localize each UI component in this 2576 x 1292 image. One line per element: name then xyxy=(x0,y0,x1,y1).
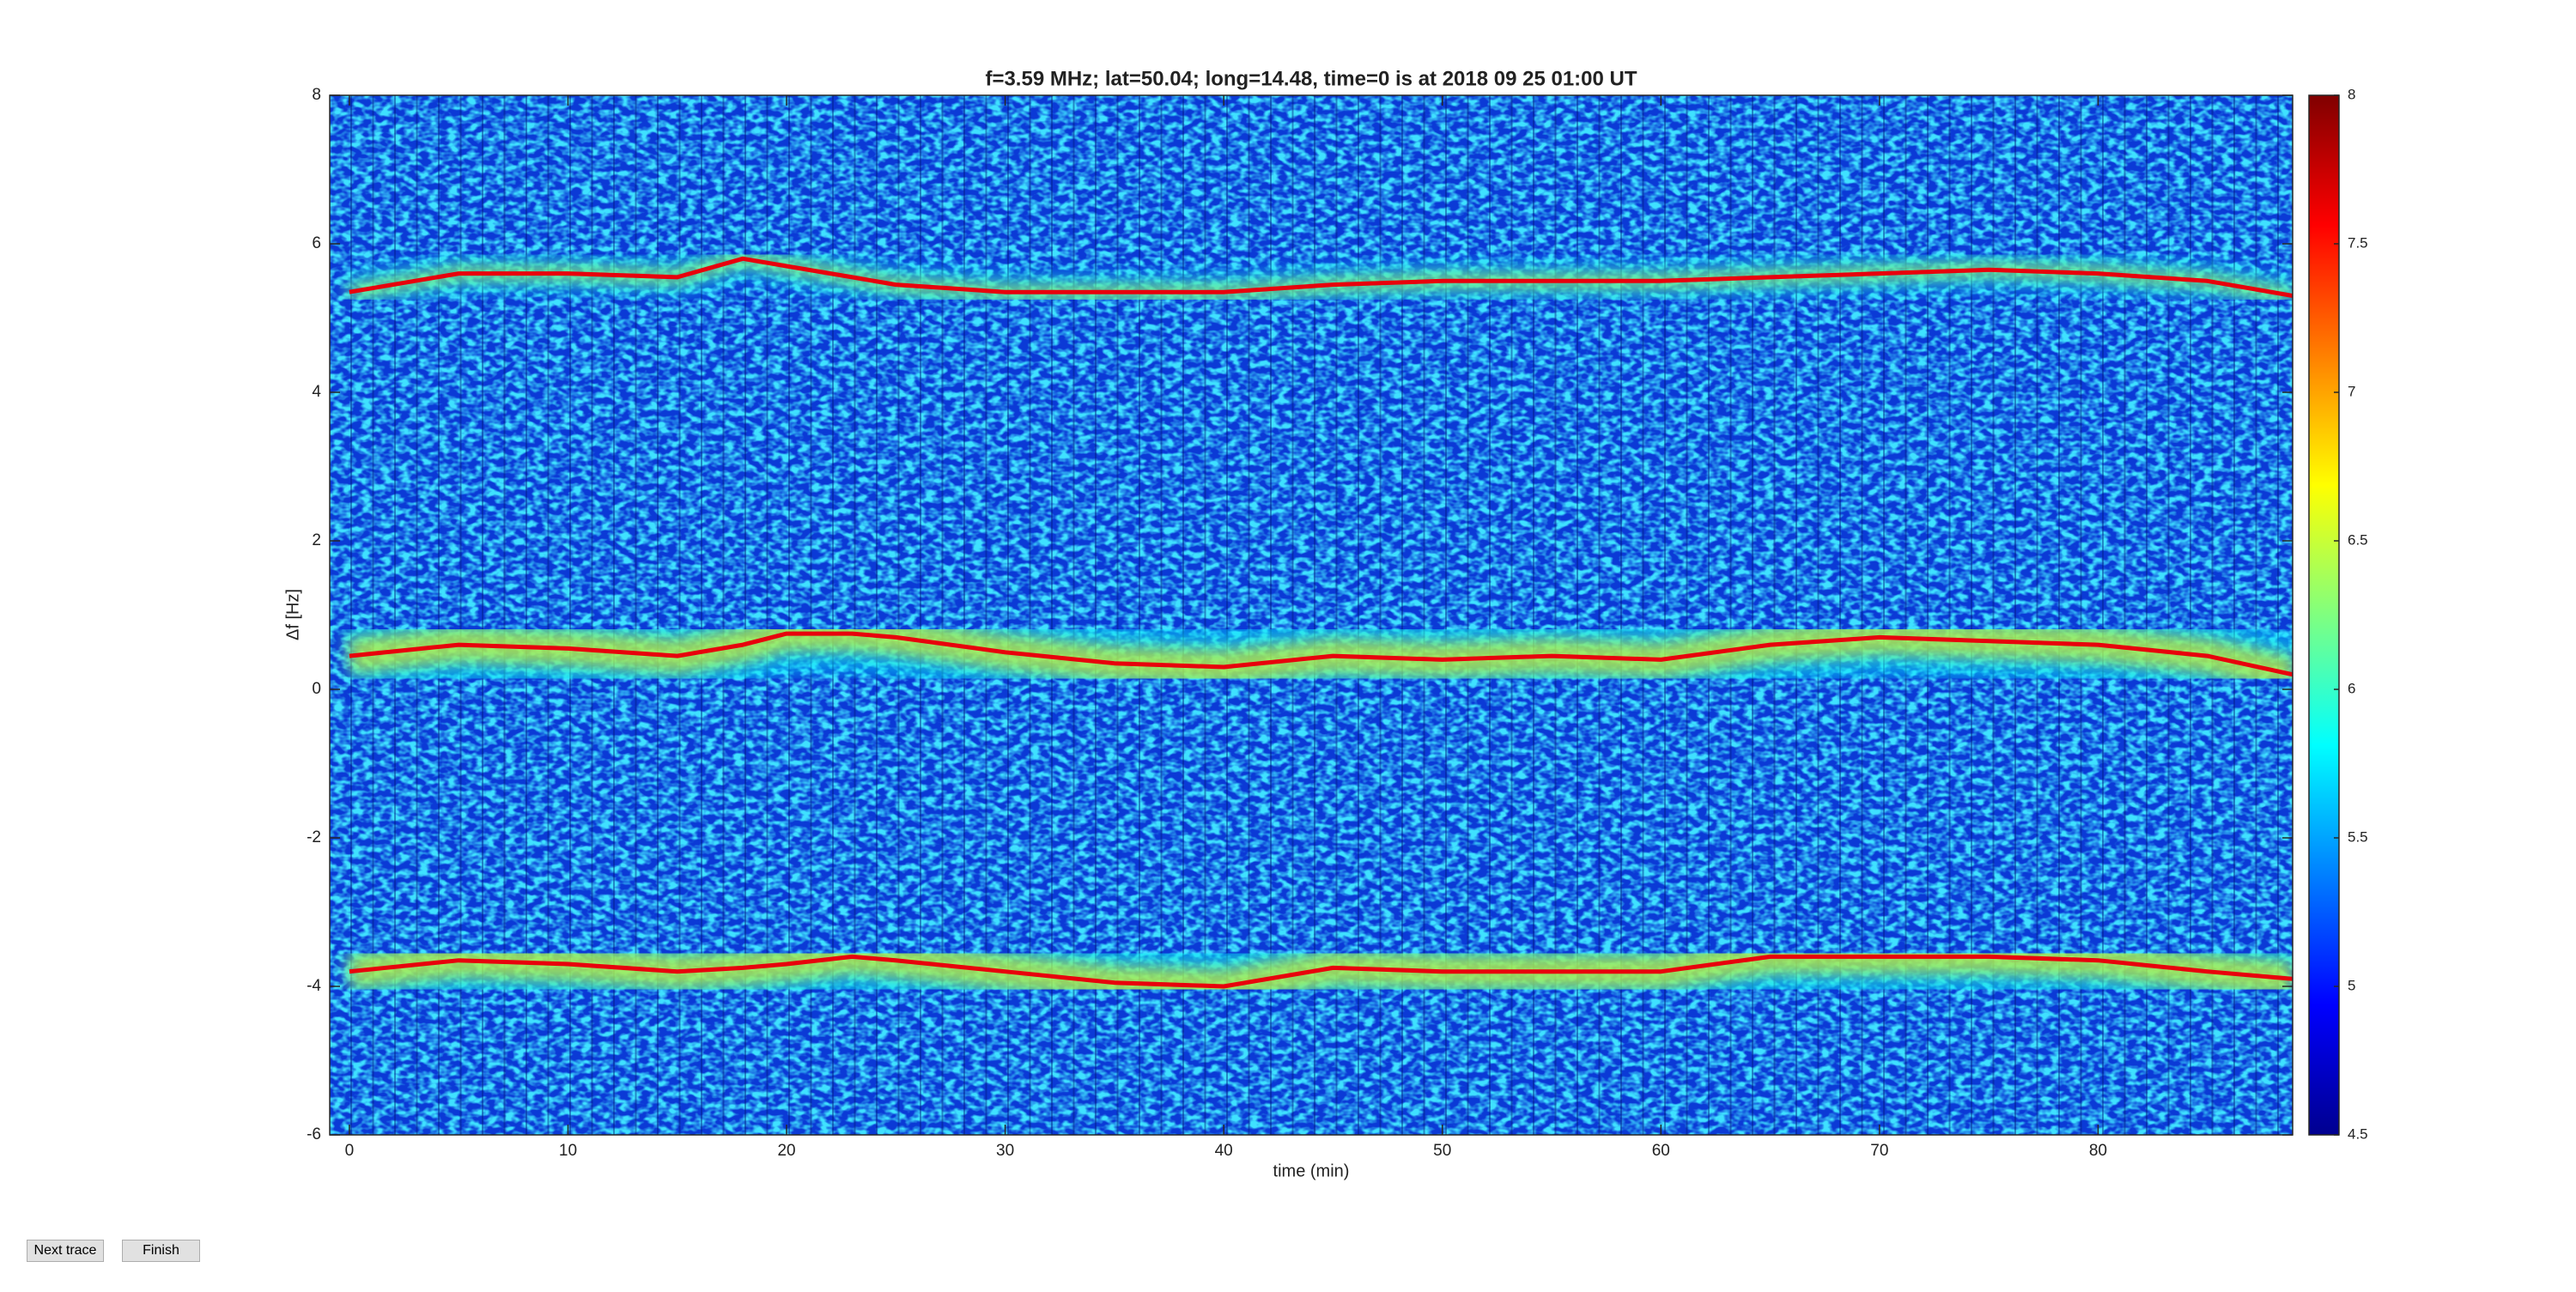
y-tick-label: 4 xyxy=(312,383,321,401)
y-tick-label: 0 xyxy=(312,680,321,698)
colorbar-tick-label: 7 xyxy=(2348,383,2355,399)
finish-button[interactable]: Finish xyxy=(122,1240,200,1262)
y-tick-label: -2 xyxy=(307,828,321,846)
colorbar xyxy=(2308,94,2340,1136)
x-axis-label: time (min) xyxy=(1273,1162,1350,1180)
x-tick-label: 10 xyxy=(559,1142,577,1160)
colorbar-tick-label: 5 xyxy=(2348,977,2355,993)
x-tick-label: 70 xyxy=(1870,1142,1888,1160)
ridge-line xyxy=(349,954,2293,989)
plot-frame xyxy=(329,94,2293,1136)
x-tick-label: 40 xyxy=(1215,1142,1233,1160)
y-tick-label: 2 xyxy=(312,531,321,549)
colorbar-tick-label: 6 xyxy=(2348,680,2355,696)
x-tick-label: 80 xyxy=(2089,1142,2107,1160)
next-trace-button[interactable]: Next trace xyxy=(27,1240,104,1262)
y-tick-label: 6 xyxy=(312,234,321,252)
colorbar-tick-label: 6.5 xyxy=(2348,531,2368,548)
y-axis-label: Δf [Hz] xyxy=(283,589,302,640)
ridge-line xyxy=(349,631,2293,677)
colorbar-tick-label: 8 xyxy=(2348,86,2355,102)
x-tick-label: 20 xyxy=(777,1142,795,1160)
chart-title: f=3.59 MHz; lat=50.04; long=14.48, time=… xyxy=(985,67,1637,90)
plot-area xyxy=(330,95,2293,1135)
ridge-line xyxy=(349,256,2293,298)
figure: f=3.59 MHz; lat=50.04; long=14.48, time=… xyxy=(283,67,2368,1180)
x-tick-label: 60 xyxy=(1652,1142,1670,1160)
colorbar-tick-label: 5.5 xyxy=(2348,828,2368,845)
colorbar-tick-label: 4.5 xyxy=(2348,1125,2368,1142)
y-tick-label: -6 xyxy=(307,1125,321,1143)
x-tick-label: 30 xyxy=(996,1142,1014,1160)
y-tick-label: -4 xyxy=(307,977,321,995)
x-tick-label: 50 xyxy=(1433,1142,1451,1160)
x-tick-label: 0 xyxy=(345,1142,355,1160)
y-tick-label: 8 xyxy=(312,86,321,104)
colorbar-tick-label: 7.5 xyxy=(2348,234,2368,251)
